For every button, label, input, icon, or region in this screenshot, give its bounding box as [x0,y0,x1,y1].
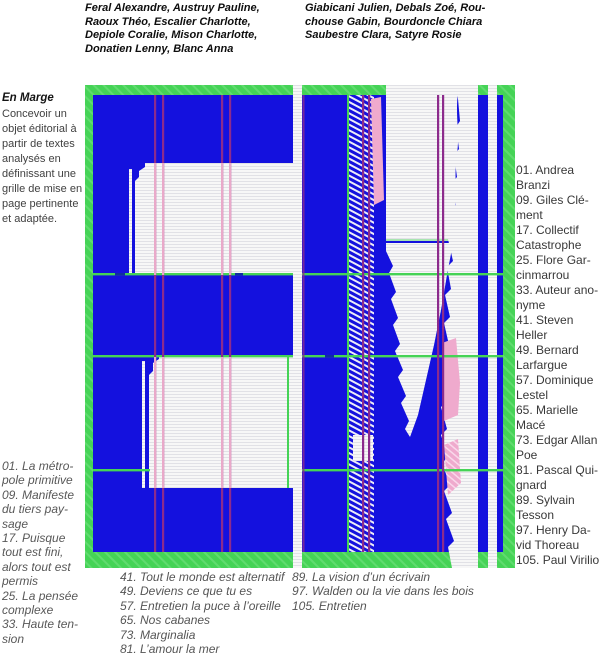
list-item: 73. Marginalia [120,627,196,642]
list-item: 65. Nos cabanes [120,613,211,628]
list-item: 81. Pascal Qui- gnard [516,463,599,492]
artwork-glitch-structures [371,85,497,568]
list-item: 81. L’amour la mer [120,642,220,657]
list-item: 25. La pensée complexe [2,588,79,618]
authors-list-right: 01. Andrea Branzi 09. Giles Clé- ment 17. … [516,163,600,568]
team-names-left: Feral Alexandre, Austruy Pauline, Raoux … [85,2,260,55]
artwork-magenta-lines [154,95,445,552]
list-item: 41. Tout le monde est alternatif [120,570,285,584]
list-item: 17. Collectif Catastrophe [516,223,582,252]
list-item: 41. Steven Heller [516,313,574,342]
list-item: 73. Edgar Allan Poe [516,433,598,462]
list-item: 09. Giles Clé- ment [516,193,589,222]
project-description: Concevoir un objet éditorial à partir de… [2,108,83,225]
works-list-left: 01. La métro- pole primitive 09. Manifest… [2,459,96,646]
artwork-green-lines [93,95,503,552]
list-item: 97. Walden ou la vie dans les bois [292,584,474,599]
project-title: En Marge [2,92,54,104]
list-item: 57. Entretien la puce à l’oreille [120,598,281,613]
team-names-right: Giabicani Julien, Debals Zoé, Rou- chous… [305,2,486,42]
list-item: 89. Sylvain Tesson [516,493,575,522]
list-item: 49. Deviens ce que tu es [120,584,253,599]
list-item: 33. Haute ten- sion [2,617,79,646]
list-item: 33. Auteur ano- nyme [516,283,599,312]
list-item: 01. La métro- pole primitive [2,459,74,488]
list-item: 25. Flore Gar- cinmarrou [516,253,591,282]
artwork-white-bands [129,163,302,488]
list-item: 105. Paul Virilio [516,553,600,567]
artwork-gutter [293,85,302,568]
artwork-glitch-image [85,85,515,568]
list-item: 09. Manifeste du tiers pay- sage [2,487,75,531]
list-item: 57. Dominique Lestel [516,373,594,402]
list-item: 49. Bernard Larfargue [516,343,579,372]
list-item: 105. Entretien [292,598,367,613]
list-item: 65. Marielle Macé [516,403,579,432]
works-list-bottom-left: 41. Tout le monde est alternatif 49. Devi… [120,570,294,656]
list-item: 01. Andrea Branzi [516,163,575,192]
list-item: 97. Henry Da- vid Thoreau [516,523,591,552]
list-item: 17. Puisque tout est fini, alors tout es… [2,531,71,589]
works-list-bottom-right: 89. La vision d’un écrivain 97. Walden ou… [292,570,487,613]
project-intro: En Marge Concevoir un objet éditorial à … [2,91,96,227]
artwork-svg [85,85,515,568]
list-item: 89. La vision d’un écrivain [292,570,431,584]
